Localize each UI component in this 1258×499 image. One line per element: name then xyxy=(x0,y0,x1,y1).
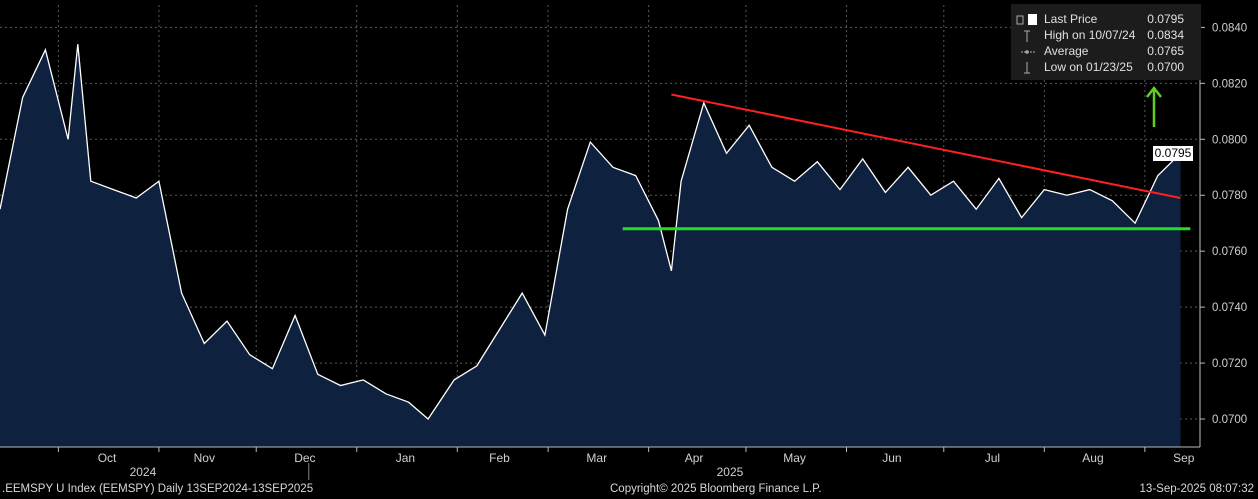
legend-value: 0.0700 xyxy=(1147,60,1184,74)
price-series-line xyxy=(0,44,1181,420)
up-arrow-icon xyxy=(1146,85,1162,127)
x-month-label: Dec xyxy=(294,451,315,465)
x-month-label: Aug xyxy=(1082,451,1103,465)
legend-row-high: High on 10/07/24 0.0834 xyxy=(1011,28,1201,44)
x-month-label: Oct xyxy=(98,451,117,465)
y-tick-label: 0.0720 xyxy=(1212,358,1247,370)
legend-value: 0.0834 xyxy=(1147,28,1184,42)
high-marker-icon xyxy=(1024,30,1030,42)
y-tick-label: 0.0700 xyxy=(1212,414,1247,426)
legend-value: 0.0765 xyxy=(1147,44,1184,58)
legend-label: High on 10/07/24 xyxy=(1044,28,1136,42)
average-marker-icon xyxy=(1021,50,1035,54)
x-month-label: Mar xyxy=(586,451,607,465)
legend-label: Low on 01/23/25 xyxy=(1044,60,1133,74)
y-tick-label: 0.0820 xyxy=(1212,78,1247,90)
legend-row-low: Low on 01/23/25 0.0700 xyxy=(1011,60,1201,76)
x-month-label: Jul xyxy=(985,451,1000,465)
legend-row-last-price: Last Price 0.0795 xyxy=(1011,12,1201,28)
legend-row-average: Average 0.0765 xyxy=(1011,44,1201,60)
x-month-label: Apr xyxy=(685,451,704,465)
y-axis-ticks: 0.0700 0.0720 0.0740 0.0760 0.0780 0.0800 0.08… xyxy=(1200,22,1247,426)
y-tick-label: 0.0800 xyxy=(1212,134,1247,146)
price-area-fill xyxy=(0,44,1181,447)
x-axis-labels: Oct Nov Dec Jan Feb Mar Apr May Jun Jul Aug Sep 2024… xyxy=(57,447,1195,480)
x-year-label: 2025 xyxy=(717,465,744,479)
legend-label: Last Price xyxy=(1044,12,1098,26)
x-month-label: May xyxy=(783,451,806,465)
y-tick-label: 0.0740 xyxy=(1212,302,1247,314)
trendlines xyxy=(622,93,1191,231)
y-tick-label: 0.0840 xyxy=(1212,22,1247,34)
legend-value: 0.0795 xyxy=(1147,12,1184,26)
y-tick-label: 0.0780 xyxy=(1212,190,1247,202)
x-month-label: Feb xyxy=(489,451,510,465)
footer-security-info: .EEMSPY U Index (EEMSPY) Daily 13SEP2024… xyxy=(2,483,314,495)
footer-timestamp: 13-Sep-2025 08:07:32 xyxy=(1139,483,1254,495)
chart-legend: Last Price 0.0795 High on 10/07/24 0.083… xyxy=(1011,4,1201,80)
x-month-label: Jan xyxy=(396,451,415,465)
legend-label: Average xyxy=(1044,44,1089,58)
x-month-label: Sep xyxy=(1173,451,1195,465)
low-marker-icon xyxy=(1024,62,1030,74)
x-month-label: Jun xyxy=(882,451,901,465)
resistance-trendline xyxy=(671,93,1181,200)
x-month-label: Nov xyxy=(194,451,215,465)
y-tick-label: 0.0760 xyxy=(1212,246,1247,258)
x-year-label: 2024 xyxy=(130,465,157,479)
footer-copyright: Copyright© 2025 Bloomberg Finance L.P. xyxy=(610,483,822,495)
last-price-badge: 0.0795 xyxy=(1153,145,1193,161)
last-price-icon xyxy=(1016,14,1037,25)
